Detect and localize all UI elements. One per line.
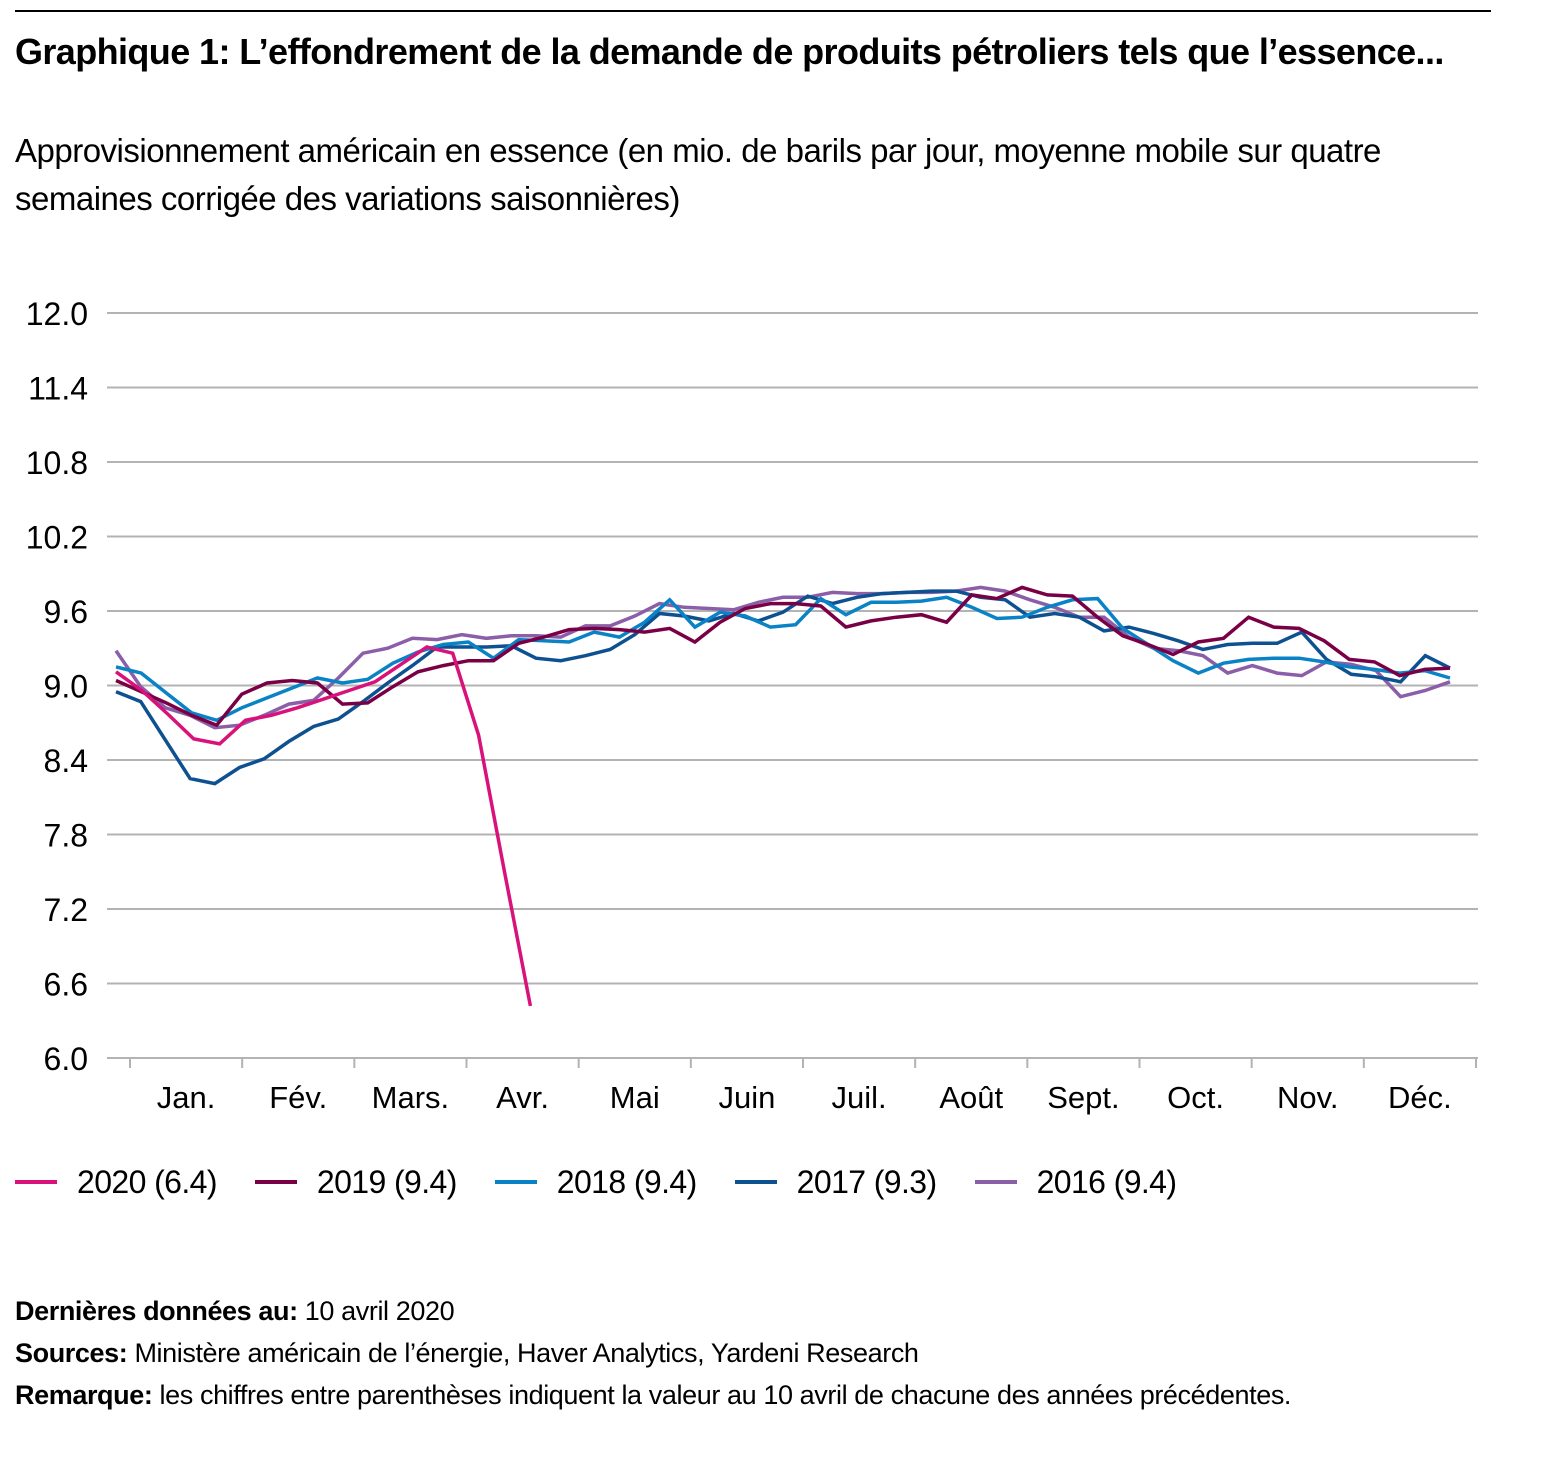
x-tick-label: Mai xyxy=(610,1080,660,1115)
note-line: Remarque: les chiffres entre parenthèses… xyxy=(15,1374,1455,1416)
y-tick-label: 9.0 xyxy=(44,669,88,705)
legend: 2020 (6.4) 2019 (9.4) 2018 (9.4) 2017 (9… xyxy=(15,1160,1214,1204)
x-tick-label: Fév. xyxy=(269,1080,327,1115)
sources-line: Sources: Ministère américain de l’énergi… xyxy=(15,1332,1455,1374)
legend-swatch-2019 xyxy=(254,1180,297,1184)
x-tick-label: Juil. xyxy=(832,1080,887,1115)
chart-title: Graphique 1: L’effondrement de la demand… xyxy=(15,31,1444,72)
x-tick-label: Déc. xyxy=(1388,1080,1452,1115)
series-line-2019 xyxy=(115,585,1451,728)
legend-swatch-2016 xyxy=(974,1180,1017,1184)
y-tick-label: 8.4 xyxy=(44,743,88,779)
x-tick-label: Juin xyxy=(718,1080,775,1115)
y-tick-label: 10.2 xyxy=(26,520,88,556)
legend-label-2016: 2016 (9.4) xyxy=(1036,1163,1177,1200)
legend-label-2020: 2020 (6.4) xyxy=(77,1163,217,1200)
legend-item-2018: 2018 (9.4) xyxy=(494,1163,697,1201)
y-tick-label: 10.8 xyxy=(26,445,88,481)
x-tick-label: Nov. xyxy=(1277,1080,1338,1115)
legend-swatch-2017 xyxy=(734,1180,777,1184)
note-value: les chiffres entre parenthèses indiquent… xyxy=(152,1380,1292,1410)
series-lines xyxy=(114,585,1451,1007)
y-tick-label: 7.2 xyxy=(44,892,88,928)
line-chart: 12.0 11.4 10.8 10.2 9.6 9.0 8.4 7.8 7.2 6.6 6.0 Ja… xyxy=(26,296,1478,1115)
sources-label: Sources: xyxy=(15,1338,128,1368)
series-line-2016 xyxy=(114,585,1451,730)
legend-swatch-2018 xyxy=(494,1180,537,1184)
x-tick-label: Mars. xyxy=(372,1080,450,1115)
y-tick-label: 12.0 xyxy=(26,296,88,332)
y-tick-label: 9.6 xyxy=(44,594,88,630)
y-tick-label: 6.0 xyxy=(44,1041,88,1077)
x-tick-label: Sept. xyxy=(1047,1080,1119,1115)
y-tick-label: 7.8 xyxy=(44,818,88,854)
series-line-2018 xyxy=(115,595,1451,723)
legend-item-2019: 2019 (9.4) xyxy=(254,1163,457,1201)
x-tick-label: Oct. xyxy=(1167,1080,1224,1115)
last-data-label: Dernières données au: xyxy=(15,1296,298,1326)
x-tick-label: Jan. xyxy=(157,1080,216,1115)
legend-item-2020: 2020 (6.4) xyxy=(15,1164,217,1201)
y-axis-ticks: 12.0 11.4 10.8 10.2 9.6 9.0 8.4 7.8 7.2 6.6 6.0 xyxy=(26,296,88,1077)
x-tick-label: Avr. xyxy=(496,1080,549,1115)
legend-label-2019: 2019 (9.4) xyxy=(316,1163,457,1200)
note-label: Remarque: xyxy=(15,1380,153,1410)
legend-label-2017: 2017 (9.3) xyxy=(796,1163,937,1200)
legend-swatch-2020 xyxy=(15,1180,57,1184)
x-tick-label: Août xyxy=(939,1080,1003,1115)
series-line-2017 xyxy=(115,589,1451,786)
series-line-2020 xyxy=(114,645,533,1007)
sources-value: Ministère américain de l’énergie, Haver … xyxy=(127,1338,919,1368)
grid-lines xyxy=(107,312,1478,1059)
legend-item-2017: 2017 (9.3) xyxy=(734,1163,937,1201)
top-rule xyxy=(15,10,1491,12)
legend-label-2018: 2018 (9.4) xyxy=(556,1163,697,1200)
last-data-line: Dernières données au: 10 avril 2020 xyxy=(15,1290,1455,1332)
y-tick-label: 11.4 xyxy=(28,371,88,407)
footer-notes: Dernières données au: 10 avril 2020 Sour… xyxy=(15,1290,1455,1416)
legend-item-2016: 2016 (9.4) xyxy=(974,1163,1177,1201)
y-tick-label: 6.6 xyxy=(44,967,88,1003)
x-axis: Jan. Fév. Mars. Avr. Mai Juin Juil. Août Sept. Oc… xyxy=(129,1058,1477,1115)
last-data-value: 10 avril 2020 xyxy=(297,1296,455,1326)
chart-subtitle: Approvisionnement américain en essence (… xyxy=(15,132,1381,217)
